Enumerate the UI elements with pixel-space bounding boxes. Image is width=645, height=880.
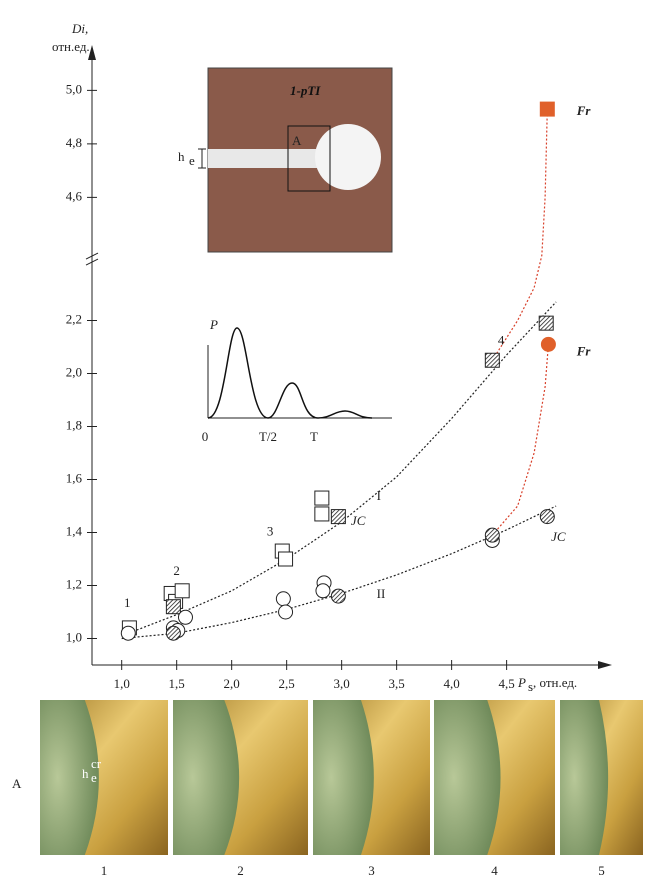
photo-notch (313, 700, 374, 855)
y-label: Di, (71, 21, 88, 36)
data-point (279, 605, 293, 619)
photo-notch (560, 700, 608, 855)
photo-label: 5 (598, 863, 605, 878)
data-point (331, 510, 345, 524)
annotation: 3 (267, 523, 274, 538)
fit-curve (492, 344, 548, 535)
data-point (485, 353, 499, 367)
pulse-tick: T/2 (259, 429, 277, 444)
data-point (540, 102, 554, 116)
data-point (485, 528, 499, 542)
annotation: JC (551, 529, 566, 544)
data-point (178, 610, 192, 624)
curve-label: I (377, 488, 381, 503)
data-point (121, 626, 135, 640)
x-tick-label: 1,0 (114, 676, 130, 691)
data-point (331, 589, 345, 603)
y-tick-label: 1,6 (66, 470, 83, 485)
photo-strip: A h e cr (12, 700, 643, 855)
photo-label: 2 (237, 863, 244, 878)
annotation: 2 (173, 563, 180, 578)
x-tick-label: 1,5 (169, 676, 185, 691)
photo-frame (560, 700, 643, 855)
x-tick-label: 2,5 (279, 676, 295, 691)
curve-label: II (377, 586, 386, 601)
y-tick-label: 2,2 (66, 311, 82, 326)
photo-label: 4 (491, 863, 498, 878)
data-point (540, 510, 554, 524)
pulse-y-label: P (209, 317, 218, 332)
photo-frame (313, 700, 430, 855)
annotation: JC (351, 513, 366, 528)
data-point (175, 584, 189, 598)
annotation: 4 (498, 333, 505, 348)
inset-pulse: P 0 T/2 T (202, 317, 392, 444)
inset-photo: h e A 1-pTI (178, 68, 392, 252)
data-point (539, 316, 553, 330)
x-tick-label: 2,0 (224, 676, 240, 691)
y-tick-label: 1,4 (66, 523, 83, 538)
notch-sub: e (189, 153, 195, 168)
x-label-unit: , отн.ед. (533, 675, 577, 690)
annotation: Fr (576, 343, 592, 358)
y-label-unit: отн.ед. (52, 39, 90, 54)
y-tick-label: 5,0 (66, 81, 82, 96)
y-tick-label: 1,2 (66, 576, 82, 591)
row-label: A (12, 776, 22, 791)
y-tick-label: 4,6 (66, 188, 83, 203)
notch-label: h (178, 149, 185, 164)
photo-frame (173, 700, 308, 855)
x-tick-label: 4,0 (444, 676, 460, 691)
photo-frame (434, 700, 555, 855)
x-tick-label: 4,5 (498, 676, 514, 691)
x-tick-label: 3,0 (334, 676, 350, 691)
x-arrow (598, 661, 612, 669)
data-point (541, 337, 555, 351)
x-tick-label: 3,5 (389, 676, 405, 691)
photo-notch (434, 700, 501, 855)
zone-label: A (292, 133, 302, 148)
data-point (166, 626, 180, 640)
data-point (316, 584, 330, 598)
data-point (166, 600, 180, 614)
pulse-tick: 0 (202, 429, 209, 444)
data-point (315, 507, 329, 521)
photo-label: 1 (101, 863, 108, 878)
photo-label: 3 (368, 863, 375, 878)
data-point (279, 552, 293, 566)
pulse-tick: T (310, 429, 318, 444)
crack-label: h (82, 766, 89, 781)
photo-notch (173, 700, 239, 855)
crack-sub: e (91, 770, 97, 785)
y-tick-label: 1,8 (66, 417, 82, 432)
handwriting: 1-pTI (290, 83, 321, 98)
figure: P 0 T/2 T A h e cr Di,отн.ед.Ps, отн.ед.… (0, 0, 645, 880)
data-point (276, 592, 290, 606)
y-tick-label: 2,0 (66, 364, 82, 379)
annotation: Fr (576, 103, 592, 118)
photo-frame (40, 700, 168, 855)
annotation: 1 (124, 595, 131, 610)
data-point (315, 491, 329, 505)
crack-sup: cr (91, 756, 102, 771)
y-tick-label: 4,8 (66, 135, 82, 150)
x-label: P (517, 675, 526, 690)
y-tick-label: 1,0 (66, 629, 82, 644)
